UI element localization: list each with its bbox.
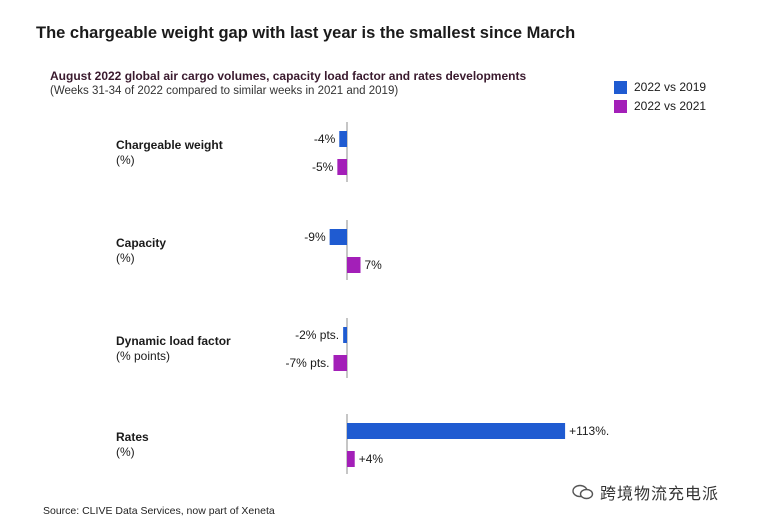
chart-subtitle: (Weeks 31-34 of 2022 compared to similar… [50, 85, 399, 97]
data-label: -2% pts. [295, 328, 339, 342]
watermark: 跨境物流充电派 [572, 480, 719, 504]
bar [343, 327, 347, 343]
source-note: Source: CLIVE Data Services, now part of… [43, 505, 275, 517]
legend-label: 2022 vs 2021 [634, 99, 707, 113]
bar [329, 229, 347, 245]
chart-title: August 2022 global air cargo volumes, ca… [50, 69, 527, 83]
bar [347, 257, 361, 273]
legend-item-2022-vs-2019: 2022 vs 2019 [614, 80, 706, 94]
wechat-icon [572, 484, 594, 500]
data-label: -5% [312, 160, 334, 174]
legend-label: 2022 vs 2019 [634, 80, 707, 94]
legend-item-2022-vs-2021: 2022 vs 2021 [614, 99, 706, 113]
data-label: -4% [314, 132, 336, 146]
legend-swatch [614, 99, 627, 113]
data-label: +4% [359, 452, 384, 466]
bar [339, 131, 347, 147]
category-unit: (%) [116, 445, 135, 459]
bar [347, 423, 566, 439]
category-unit: (%) [116, 251, 135, 265]
category-unit: (% points) [116, 349, 170, 363]
data-label: -9% [304, 230, 326, 244]
category-label: Chargeable weight [116, 138, 223, 152]
category-unit: (%) [116, 153, 135, 167]
category-label: Capacity [116, 236, 166, 250]
data-label: 7% [365, 258, 383, 272]
category-label: Rates [116, 430, 149, 444]
category-label: Dynamic load factor [116, 334, 231, 348]
data-label: +113%. [569, 424, 609, 438]
bar [347, 451, 355, 467]
legend-swatch [614, 80, 627, 94]
watermark-text: 跨境物流充电派 [600, 486, 720, 503]
bar [333, 355, 347, 371]
page-title: The chargeable weight gap with last year… [36, 24, 576, 42]
data-label: -7% pts. [285, 356, 329, 370]
bar [337, 159, 347, 175]
